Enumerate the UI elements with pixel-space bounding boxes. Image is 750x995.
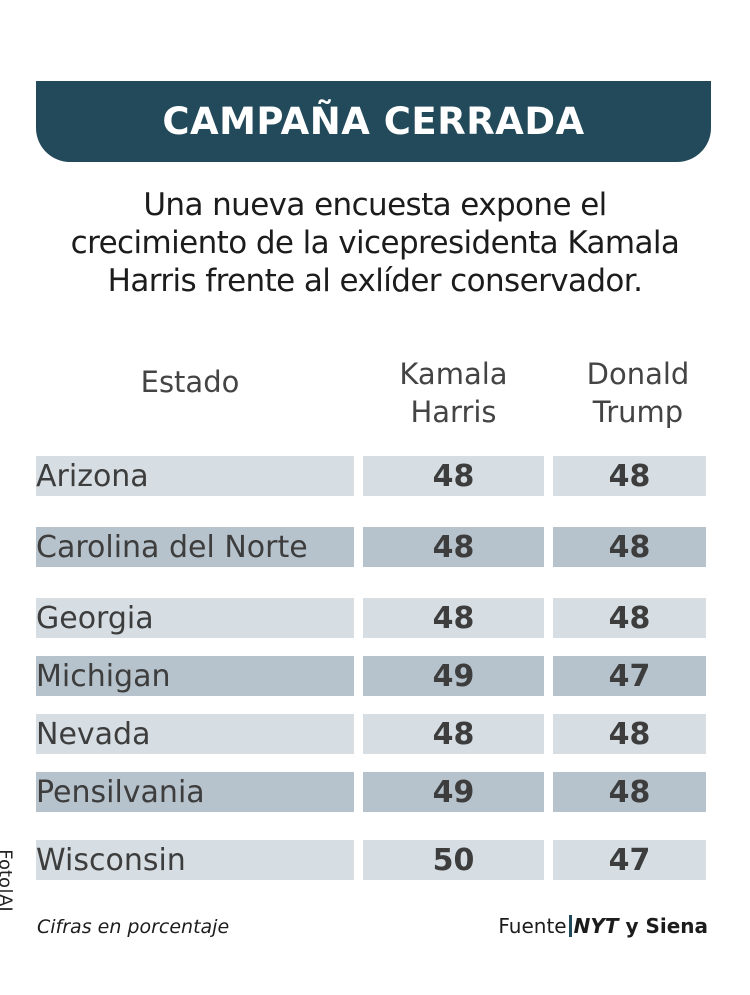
trump-cell: 47 xyxy=(553,656,706,696)
table-row: Nevada 48 48 xyxy=(36,714,706,754)
trump-cell: 48 xyxy=(553,456,706,496)
trump-cell: 48 xyxy=(553,714,706,754)
source: Fuente NYT y Siena xyxy=(498,914,708,938)
subtitle-line: Harris frente al exlíder conservador. xyxy=(107,263,643,299)
column-header-trump: Donald Trump xyxy=(553,355,723,431)
trump-cell: 48 xyxy=(553,772,706,812)
table-row: Arizona 48 48 xyxy=(36,456,706,496)
harris-cell: 48 xyxy=(363,456,544,496)
subtitle: Una nueva encuesta expone el crecimiento… xyxy=(30,186,720,300)
header-line: Trump xyxy=(592,395,684,429)
trump-cell: 48 xyxy=(553,527,706,567)
table-row: Pensilvania 49 48 xyxy=(36,772,706,812)
table-row: Wisconsin 50 47 xyxy=(36,840,706,880)
harris-cell: 50 xyxy=(363,840,544,880)
state-cell: Michigan xyxy=(36,656,354,696)
photo-credit: Foto|AI xyxy=(0,849,16,912)
harris-cell: 49 xyxy=(363,772,544,812)
harris-cell: 48 xyxy=(363,714,544,754)
subtitle-line: Una nueva encuesta expone el xyxy=(143,187,607,223)
divider xyxy=(568,915,572,937)
footnote: Cifras en porcentaje xyxy=(37,916,230,938)
header-line: Harris xyxy=(410,395,497,429)
state-cell: Carolina del Norte xyxy=(36,527,354,567)
state-cell: Pensilvania xyxy=(36,772,354,812)
harris-cell: 49 xyxy=(363,656,544,696)
source-nyt: NYT xyxy=(573,914,619,938)
state-cell: Wisconsin xyxy=(36,840,354,880)
title-banner: CAMPAÑA CERRADA xyxy=(36,81,711,162)
trump-cell: 47 xyxy=(553,840,706,880)
header-line: Kamala xyxy=(399,357,508,391)
header-line: Donald xyxy=(586,357,690,391)
source-siena: y Siena xyxy=(625,914,708,938)
state-cell: Arizona xyxy=(36,456,354,496)
header-line: Estado xyxy=(140,365,240,399)
column-header-state: Estado xyxy=(100,363,280,401)
title: CAMPAÑA CERRADA xyxy=(162,100,585,143)
table-row: Michigan 49 47 xyxy=(36,656,706,696)
column-header-harris: Kamala Harris xyxy=(363,355,544,431)
state-cell: Georgia xyxy=(36,598,354,638)
harris-cell: 48 xyxy=(363,527,544,567)
table-row: Georgia 48 48 xyxy=(36,598,706,638)
source-label: Fuente xyxy=(498,914,567,938)
state-cell: Nevada xyxy=(36,714,354,754)
table-row: Carolina del Norte 48 48 xyxy=(36,527,706,567)
trump-cell: 48 xyxy=(553,598,706,638)
harris-cell: 48 xyxy=(363,598,544,638)
subtitle-line: crecimiento de la vicepresidenta Kamala xyxy=(70,225,680,261)
